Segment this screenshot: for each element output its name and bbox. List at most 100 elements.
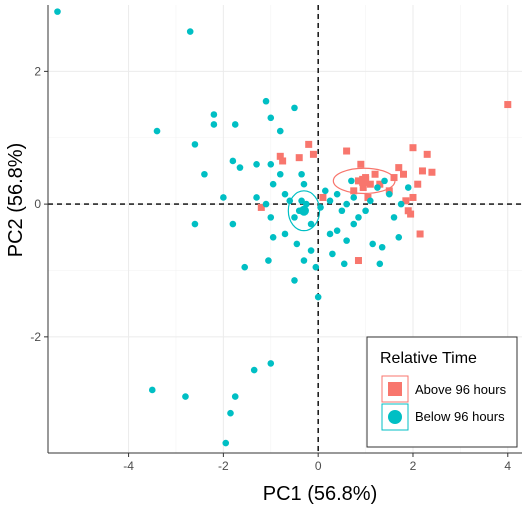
x-tick-label: -2	[218, 459, 229, 473]
data-point-below-96h	[250, 366, 258, 374]
data-point-above-96h	[343, 147, 351, 155]
data-point-below-96h	[262, 97, 270, 105]
x-tick-label: 0	[315, 459, 322, 473]
data-point-below-96h	[350, 220, 358, 228]
legend-label-below: Below 96 hours	[415, 409, 505, 424]
data-point-below-96h	[369, 240, 376, 248]
data-point-below-96h	[385, 190, 393, 198]
data-points	[54, 8, 512, 447]
data-point-below-96h	[293, 240, 301, 248]
data-point-below-96h	[253, 194, 260, 201]
data-point-below-96h	[307, 220, 315, 228]
data-point-below-96h	[390, 214, 398, 221]
data-point-below-96h	[222, 439, 230, 447]
data-point-below-96h	[267, 214, 275, 221]
data-point-below-96h	[210, 111, 218, 118]
data-point-above-96h	[279, 157, 287, 165]
centroid-below-96h	[298, 205, 309, 216]
data-point-above-96h	[309, 150, 317, 158]
data-point-below-96h	[300, 257, 308, 264]
data-point-below-96h	[326, 230, 334, 238]
data-point-above-96h	[319, 193, 327, 201]
legend-circle-icon	[388, 410, 402, 424]
data-point-below-96h	[291, 104, 298, 112]
data-point-above-96h	[418, 167, 426, 175]
data-point-below-96h	[291, 214, 298, 221]
data-point-below-96h	[281, 190, 289, 198]
data-point-below-96h	[269, 233, 277, 241]
data-point-below-96h	[298, 170, 305, 178]
data-point-below-96h	[281, 230, 289, 238]
x-tick-label: -4	[123, 459, 134, 473]
data-point-below-96h	[314, 293, 322, 301]
data-point-above-96h	[366, 180, 374, 188]
data-point-below-96h	[338, 207, 346, 215]
ellipse-above-96h	[332, 167, 396, 195]
data-point-below-96h	[267, 160, 275, 168]
x-tick-label: 4	[504, 459, 511, 473]
data-point-below-96h	[191, 220, 199, 228]
data-point-below-96h	[348, 177, 355, 185]
data-point-below-96h	[229, 157, 237, 165]
data-point-below-96h	[220, 194, 227, 201]
data-point-below-96h	[276, 127, 284, 135]
y-tick-label: -2	[30, 330, 41, 344]
data-point-above-96h	[376, 180, 384, 188]
data-point-below-96h	[381, 177, 388, 185]
data-point-below-96h	[54, 8, 61, 15]
data-point-above-96h	[305, 140, 313, 148]
data-point-above-96h	[400, 170, 407, 178]
data-point-below-96h	[227, 409, 234, 417]
data-point-below-96h	[404, 184, 412, 191]
data-point-above-96h	[414, 180, 422, 188]
data-point-below-96h	[367, 197, 374, 205]
reference-lines	[48, 5, 522, 453]
data-point-below-96h	[321, 187, 329, 195]
legend-square-icon	[388, 382, 402, 396]
data-point-below-96h	[191, 141, 199, 148]
data-point-below-96h	[307, 247, 315, 254]
data-point-below-96h	[333, 227, 341, 234]
data-point-below-96h	[267, 114, 275, 122]
data-point-below-96h	[397, 200, 405, 208]
data-point-below-96h	[291, 277, 298, 284]
data-point-above-96h	[350, 187, 358, 195]
data-point-below-96h	[236, 164, 244, 171]
data-point-below-96h	[326, 197, 334, 205]
data-point-below-96h	[267, 360, 275, 367]
data-point-below-96h	[153, 127, 161, 135]
data-point-above-96h	[359, 184, 367, 192]
centroid-above-96h	[359, 175, 370, 186]
data-point-below-96h	[276, 170, 284, 178]
data-point-above-96h	[354, 177, 362, 185]
data-point-below-96h	[231, 121, 239, 128]
legend-label-above: Above 96 hours	[415, 382, 507, 397]
data-point-below-96h	[300, 180, 308, 188]
data-point-below-96h	[317, 204, 324, 211]
x-axis-title: PC1 (56.8%)	[263, 483, 378, 505]
data-point-below-96h	[148, 386, 156, 394]
data-point-below-96h	[355, 214, 362, 221]
data-point-below-96h	[201, 170, 208, 178]
data-point-below-96h	[374, 184, 381, 191]
data-point-below-96h	[229, 220, 237, 228]
data-point-below-96h	[343, 200, 350, 208]
data-point-above-96h	[364, 193, 372, 201]
y-tick-label: 2	[34, 64, 41, 78]
data-point-above-96h	[416, 230, 424, 238]
data-point-below-96h	[303, 200, 310, 208]
data-point-above-96h	[409, 144, 417, 152]
y-axis-title: PC2 (56.8%)	[5, 143, 27, 258]
data-point-below-96h	[350, 194, 358, 201]
data-point-above-96h	[423, 150, 431, 158]
confidence-ellipses	[287, 167, 396, 232]
data-point-below-96h	[376, 260, 384, 268]
data-point-below-96h	[340, 260, 348, 268]
data-point-above-96h	[385, 187, 393, 195]
data-point-below-96h	[253, 160, 260, 168]
data-point-below-96h	[265, 257, 272, 264]
data-point-above-96h	[402, 197, 410, 205]
data-point-above-96h	[276, 152, 284, 160]
data-point-above-96h	[295, 154, 303, 162]
data-point-below-96h	[210, 121, 218, 128]
